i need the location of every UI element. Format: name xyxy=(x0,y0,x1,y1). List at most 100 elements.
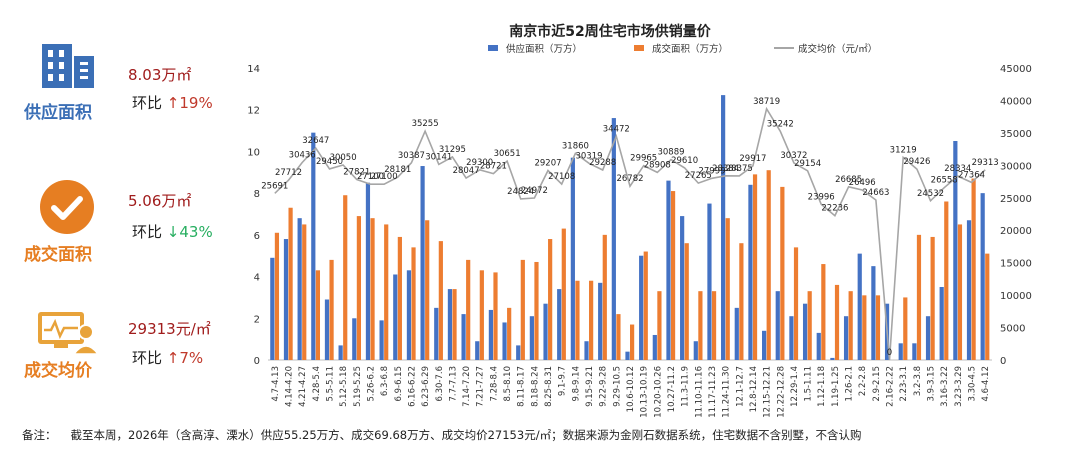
supply-bar xyxy=(734,307,739,360)
footnote-label: 备注： xyxy=(22,428,57,442)
price-data-label: 29610 xyxy=(671,156,698,166)
price-data-label: 28375 xyxy=(726,164,753,174)
supply-bar xyxy=(748,184,753,360)
supply-bar xyxy=(283,239,289,360)
y-left-tick-label: 2 xyxy=(254,314,260,325)
x-tick-label: 1.12-1.18 xyxy=(817,366,827,407)
deal-bar xyxy=(821,264,826,360)
supply-bar xyxy=(939,287,944,360)
price-data-label: 26558 xyxy=(931,176,958,186)
x-tick-label: 1.19-1.25 xyxy=(831,366,841,407)
compare-value: 19% xyxy=(179,94,213,112)
chart-axes: 0 2 4 6 8 10 12 14 0 5000 10000 15000 20000 25000 3000… xyxy=(247,64,1032,367)
price-data-label: 32647 xyxy=(302,136,329,146)
deal-bar xyxy=(780,186,785,360)
legend-swatch xyxy=(634,45,644,51)
price-data-label: 38719 xyxy=(753,97,780,107)
x-tick-label: 10.20-10.26 xyxy=(653,366,663,418)
price-data-label: 28181 xyxy=(384,165,411,175)
x-tick-label: 3.16-3.22 xyxy=(940,366,950,407)
trend-up-icon: ↑ xyxy=(166,349,180,367)
supply-bar xyxy=(516,345,521,360)
x-tick-label: 9.1-9.7 xyxy=(558,366,568,396)
price-data-label: 27100 xyxy=(357,172,384,182)
supply-bar xyxy=(762,330,767,360)
supply-bar xyxy=(420,166,425,360)
deal-bar xyxy=(466,259,471,360)
deal-bar xyxy=(643,251,648,360)
price-data-label: 28721 xyxy=(480,162,507,172)
price-data-label: 30651 xyxy=(494,149,521,159)
supply-bar xyxy=(625,351,630,360)
price-data-label: 26782 xyxy=(616,174,643,184)
deal-bar xyxy=(356,216,361,360)
trend-up-icon: ↑ xyxy=(166,94,180,112)
x-tick-label: 7.7-7.13 xyxy=(448,366,458,402)
supply-bar xyxy=(379,320,384,360)
price-data-label: 30050 xyxy=(330,153,357,163)
deal-bar xyxy=(302,224,307,360)
price-data-label: 27712 xyxy=(275,168,302,178)
supply-bar xyxy=(434,307,439,360)
price-data-label: 31219 xyxy=(890,145,917,155)
supply-sales-price-chart: 南京市近52周住宅市场供销量价 供应面积（万方） 成交面积（万方） 成交均价（元/㎡… xyxy=(247,23,1032,418)
supply-bar xyxy=(475,341,480,360)
supply-bar xyxy=(311,132,316,360)
supply-bar xyxy=(611,118,616,360)
y-right-tick-label: 45000 xyxy=(1000,64,1032,75)
deal-bar xyxy=(274,232,280,360)
x-tick-label: 12.8-12.14 xyxy=(749,366,759,412)
price-data-label: 34472 xyxy=(603,124,630,134)
x-tick-label: 7.28-8.4 xyxy=(489,366,499,402)
price-data-label: 31860 xyxy=(562,141,589,151)
x-tick-label: 9.15-9.21 xyxy=(585,366,595,407)
price-data-label: 29965 xyxy=(630,154,657,164)
supply-bar xyxy=(898,343,903,360)
deal-bar xyxy=(561,228,566,360)
deal-bar xyxy=(370,218,375,360)
y-left-tick-label: 4 xyxy=(254,273,260,284)
price-data-label: 30889 xyxy=(657,148,684,158)
price-data-label: 29313 xyxy=(972,158,999,168)
supply-bar xyxy=(966,220,972,360)
x-tick-label: 10.27-11.2 xyxy=(667,366,677,412)
deal-bar xyxy=(425,220,430,360)
supply-bar xyxy=(802,303,808,360)
x-tick-label: 7.14-7.20 xyxy=(462,366,472,407)
building-icon xyxy=(40,38,96,94)
supply-bar xyxy=(324,299,330,360)
deal-bar xyxy=(766,170,771,360)
chart-legend: 供应面积（万方） 成交面积（万方） 成交均价（元/㎡） xyxy=(488,43,877,55)
price-data-label: 27108 xyxy=(548,172,575,182)
deal-bar xyxy=(657,291,662,360)
deal-bar xyxy=(670,191,676,360)
x-tick-label: 5.12-5.18 xyxy=(339,366,349,407)
supply-bar xyxy=(352,318,357,360)
x-tick-label: 5.5-5.11 xyxy=(326,366,336,402)
deal-bar xyxy=(752,174,758,360)
price-data-label: 22236 xyxy=(821,204,848,214)
x-tick-label: 12.1-12.7 xyxy=(735,366,745,407)
price-data-label: 24824 xyxy=(507,187,534,197)
y-right-tick-label: 30000 xyxy=(1000,161,1032,172)
chart-x-labels: 4.7-4.13 4.14-4.20 4.21-4.27 4.28-5.4 5.5-5.… xyxy=(271,366,991,418)
deal-bar xyxy=(875,295,881,360)
supply-bar xyxy=(447,289,453,360)
x-tick-label: 8.25-8.31 xyxy=(544,366,554,407)
x-tick-label: 3.23-3.29 xyxy=(954,366,964,407)
x-tick-label: 4.7-4.13 xyxy=(271,366,281,402)
kpi-deal-compare: 环比 ↓43% xyxy=(132,221,213,242)
y-left-tick-label: 14 xyxy=(247,64,260,75)
price-data-label: 25691 xyxy=(261,181,288,191)
trend-down-icon: ↓ xyxy=(166,223,180,241)
x-tick-label: 8.18-8.24 xyxy=(530,366,540,407)
price-data-label: 35242 xyxy=(767,119,794,129)
x-tick-label: 5.19-5.25 xyxy=(353,366,363,407)
x-tick-label: 4.6-4.12 xyxy=(981,366,991,402)
x-tick-label: 4.14-4.20 xyxy=(285,366,295,407)
deal-bar xyxy=(916,234,922,360)
footnote: 备注： 截至本周，2026年（含高淳、溧水）供应55.25万方、成交69.68万方… xyxy=(22,427,876,443)
supply-bar xyxy=(871,266,876,360)
supply-bar xyxy=(543,303,548,360)
